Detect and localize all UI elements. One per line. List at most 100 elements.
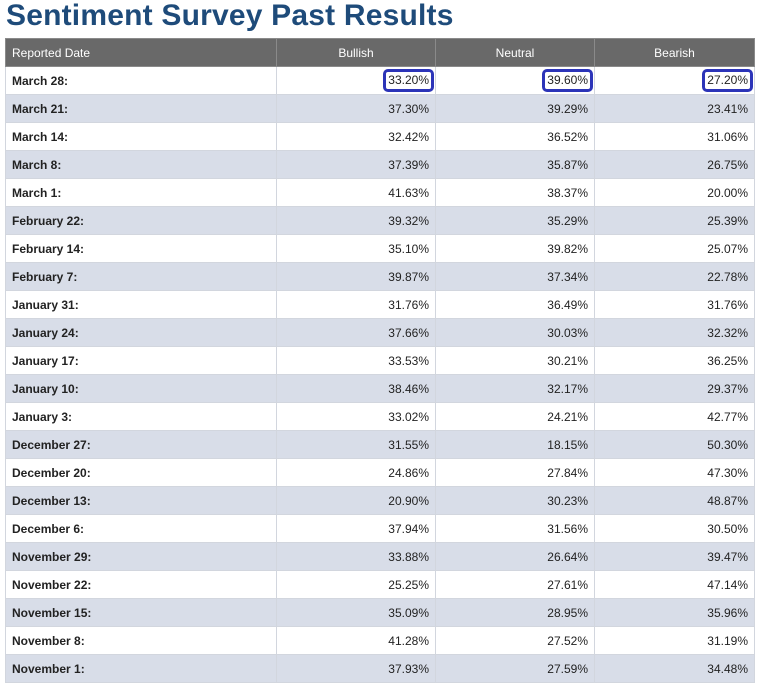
table-row: March 14: 32.42% 36.52% 31.06%	[5, 122, 755, 151]
row-date: January 10:	[5, 374, 277, 403]
table-row: March 8: 37.39% 35.87% 26.75%	[5, 150, 755, 179]
table-row: November 29: 33.88% 26.64% 39.47%	[5, 542, 755, 571]
table-row: November 22: 25.25% 27.61% 47.14%	[5, 570, 755, 599]
row-bearish-cell: 48.87%	[594, 486, 755, 515]
row-bearish-cell: 36.25%	[594, 346, 755, 375]
row-date: November 29:	[5, 542, 277, 571]
row-date: January 24:	[5, 318, 277, 347]
table-row: January 17: 33.53% 30.21% 36.25%	[5, 346, 755, 375]
row-bullish-cell: 33.02%	[276, 402, 436, 431]
row-bearish-cell: 27.20%	[594, 66, 755, 95]
row-bearish-cell: 30.50%	[594, 514, 755, 543]
row-neutral-cell: 27.61%	[435, 570, 595, 599]
row-bullish-cell: 38.46%	[276, 374, 436, 403]
row-bearish-cell: 34.48%	[594, 654, 755, 683]
table-row: January 31: 31.76% 36.49% 31.76%	[5, 290, 755, 319]
row-bearish-cell: 22.78%	[594, 262, 755, 291]
row-date: March 28:	[5, 66, 277, 95]
row-bullish-cell: 33.53%	[276, 346, 436, 375]
row-bearish-cell: 23.41%	[594, 94, 755, 123]
row-bearish-cell: 25.07%	[594, 234, 755, 263]
table-row: December 27: 31.55% 18.15% 50.30%	[5, 430, 755, 459]
table-row: March 28: 33.20% 39.60% 27.20%	[5, 66, 755, 95]
header-reported-date: Reported Date	[5, 38, 277, 67]
header-neutral: Neutral	[435, 38, 595, 67]
table-row: March 21: 37.30% 39.29% 23.41%	[5, 94, 755, 123]
row-bullish-cell: 37.94%	[276, 514, 436, 543]
row-bullish-cell: 37.39%	[276, 150, 436, 179]
row-bullish-cell: 32.42%	[276, 122, 436, 151]
row-bullish-cell: 25.25%	[276, 570, 436, 599]
row-bullish-cell: 39.87%	[276, 262, 436, 291]
row-date: February 7:	[5, 262, 277, 291]
row-bearish-cell: 47.14%	[594, 570, 755, 599]
row-neutral-cell: 31.56%	[435, 514, 595, 543]
row-date: January 17:	[5, 346, 277, 375]
row-bullish-cell: 37.93%	[276, 654, 436, 683]
row-date: January 3:	[5, 402, 277, 431]
row-bearish-cell: 35.96%	[594, 598, 755, 627]
row-neutral-cell: 30.21%	[435, 346, 595, 375]
row-neutral-cell: 27.84%	[435, 458, 595, 487]
row-bearish-cell: 25.39%	[594, 206, 755, 235]
row-date: December 6:	[5, 514, 277, 543]
row-neutral-cell: 35.29%	[435, 206, 595, 235]
row-date: March 21:	[5, 94, 277, 123]
row-neutral-cell: 38.37%	[435, 178, 595, 207]
row-neutral-cell: 26.64%	[435, 542, 595, 571]
row-bullish-cell: 35.10%	[276, 234, 436, 263]
row-bullish-cell: 33.88%	[276, 542, 436, 571]
table-row: November 15: 35.09% 28.95% 35.96%	[5, 598, 755, 627]
highlighted-neutral-value: 39.60%	[542, 69, 593, 92]
row-bullish-cell: 31.76%	[276, 290, 436, 319]
row-bearish-cell: 31.06%	[594, 122, 755, 151]
highlighted-bullish-value: 33.20%	[383, 69, 434, 92]
table-row: December 20: 24.86% 27.84% 47.30%	[5, 458, 755, 487]
row-date: November 1:	[5, 654, 277, 683]
row-date: March 1:	[5, 178, 277, 207]
row-bearish-cell: 31.19%	[594, 626, 755, 655]
row-bullish-cell: 35.09%	[276, 598, 436, 627]
row-bullish-cell: 33.20%	[276, 66, 436, 95]
row-date: November 8:	[5, 626, 277, 655]
row-date: February 14:	[5, 234, 277, 263]
row-bearish-cell: 47.30%	[594, 458, 755, 487]
row-neutral-cell: 35.87%	[435, 150, 595, 179]
row-bearish-cell: 42.77%	[594, 402, 755, 431]
row-neutral-cell: 28.95%	[435, 598, 595, 627]
table-row: February 22: 39.32% 35.29% 25.39%	[5, 206, 755, 235]
row-neutral-cell: 32.17%	[435, 374, 595, 403]
row-neutral-cell: 27.52%	[435, 626, 595, 655]
row-bullish-cell: 20.90%	[276, 486, 436, 515]
row-date: January 31:	[5, 290, 277, 319]
row-date: March 14:	[5, 122, 277, 151]
row-date: March 8:	[5, 150, 277, 179]
row-bearish-cell: 29.37%	[594, 374, 755, 403]
row-neutral-cell: 30.23%	[435, 486, 595, 515]
row-neutral-cell: 18.15%	[435, 430, 595, 459]
table-body: March 28: 33.20% 39.60% 27.20% March 21: 37.3…	[5, 66, 755, 683]
table-row: November 1: 37.93% 27.59% 34.48%	[5, 654, 755, 683]
row-neutral-cell: 36.52%	[435, 122, 595, 151]
table-row: December 6: 37.94% 31.56% 30.50%	[5, 514, 755, 543]
row-bearish-cell: 26.75%	[594, 150, 755, 179]
row-bullish-cell: 41.28%	[276, 626, 436, 655]
table-row: March 1: 41.63% 38.37% 20.00%	[5, 178, 755, 207]
row-bearish-cell: 50.30%	[594, 430, 755, 459]
row-bearish-cell: 20.00%	[594, 178, 755, 207]
row-bullish-cell: 37.30%	[276, 94, 436, 123]
sentiment-results-table: Reported Date Bullish Neutral Bearish Ma…	[5, 38, 755, 683]
header-bearish: Bearish	[594, 38, 755, 67]
row-bullish-cell: 24.86%	[276, 458, 436, 487]
table-row: December 13: 20.90% 30.23% 48.87%	[5, 486, 755, 515]
table-row: January 10: 38.46% 32.17% 29.37%	[5, 374, 755, 403]
page-title: Sentiment Survey Past Results	[6, 0, 454, 32]
table-header-row: Reported Date Bullish Neutral Bearish	[5, 38, 755, 67]
highlighted-bearish-value: 27.20%	[702, 69, 753, 92]
row-date: November 22:	[5, 570, 277, 599]
row-bullish-cell: 37.66%	[276, 318, 436, 347]
row-date: November 15:	[5, 598, 277, 627]
row-neutral-cell: 39.60%	[435, 66, 595, 95]
row-neutral-cell: 24.21%	[435, 402, 595, 431]
